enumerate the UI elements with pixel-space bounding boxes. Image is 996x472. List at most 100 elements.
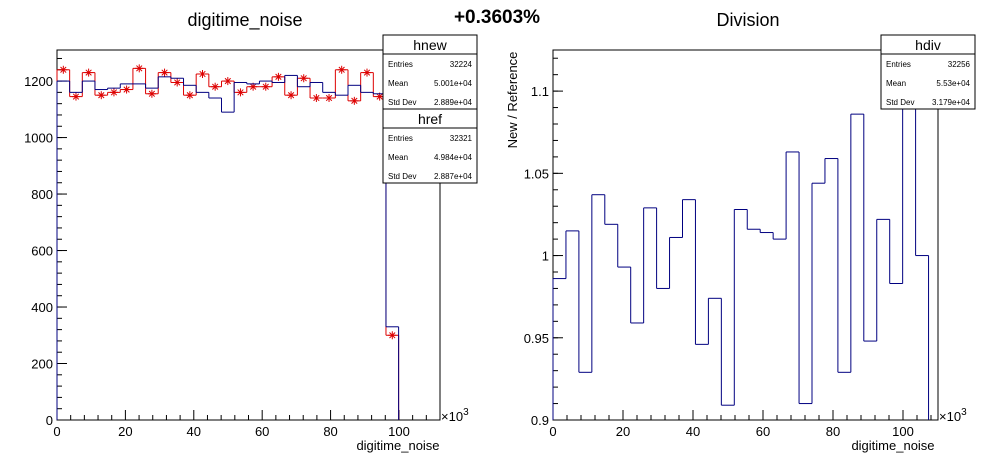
chart-title: digitime_noise — [187, 10, 302, 31]
x-tick-label: 100 — [388, 424, 410, 439]
stats-label: Std Dev — [886, 98, 914, 107]
x-tick-label: 20 — [616, 424, 630, 439]
marker-stroke — [174, 79, 181, 86]
stats-box-frame — [382, 108, 478, 184]
chart-title: Division — [716, 10, 779, 30]
marker-hnew — [337, 65, 346, 74]
stats-value: 3.179e+04 — [932, 98, 971, 107]
marker-stroke — [275, 73, 282, 80]
x-axis-label: digitime_noise — [851, 438, 934, 453]
y-tick-label: 400 — [31, 300, 53, 315]
marker-stroke — [123, 86, 130, 93]
stats-value: 32321 — [450, 134, 473, 143]
stats-label: Mean — [886, 79, 906, 88]
ratio-value: +0.3603% — [454, 7, 540, 28]
x-tick-label: 0 — [549, 424, 556, 439]
x-tick-label: 40 — [187, 424, 201, 439]
x-tick-label: 80 — [826, 424, 840, 439]
marker-stroke — [72, 93, 80, 100]
marker-stroke — [136, 65, 143, 72]
marker-hnew — [185, 91, 194, 100]
marker-hnew — [109, 88, 118, 97]
marker-stroke — [262, 83, 269, 90]
marker-hnew — [59, 65, 68, 74]
plot-frame — [552, 49, 939, 421]
marker-hnew — [71, 92, 80, 101]
stats-box-href: href Entries 32321 Mean 4.984e+04 Std Dev 2.88… — [382, 108, 478, 184]
marker-hnew — [147, 89, 156, 98]
x-multiplier-exponent: 3 — [961, 407, 967, 418]
marker-hnew — [362, 68, 371, 77]
marker-stroke — [389, 332, 396, 339]
stats-value: 4.984e+04 — [434, 153, 473, 162]
marker-hnew — [211, 82, 220, 91]
marker-stroke — [287, 92, 295, 99]
y-axis-label: New / Reference — [505, 52, 520, 149]
stats-box-frame — [880, 34, 976, 110]
stats-label: Entries — [388, 60, 413, 69]
y-tick-label: 1 — [542, 249, 549, 264]
x-tick-label: 40 — [686, 424, 700, 439]
stats-label: Mean — [388, 153, 408, 162]
marker-hnew — [198, 70, 207, 79]
x-tick-label: 100 — [892, 424, 914, 439]
x-multiplier-base: ×10 — [939, 409, 961, 424]
marker-stroke — [249, 83, 257, 90]
y-tick-label: 200 — [31, 357, 53, 372]
stats-box-title: href — [418, 111, 442, 127]
stats-value: 32224 — [450, 60, 473, 69]
series-hdiv — [552, 49, 930, 420]
y-tick-label: 1.1 — [531, 84, 549, 99]
x-axis-label: digitime_noise — [356, 438, 439, 453]
marker-stroke — [224, 77, 231, 85]
stats-value: 5.53e+04 — [936, 79, 970, 88]
marker-stroke — [300, 75, 307, 82]
x-tick-label: 0 — [53, 424, 60, 439]
stats-box-title: hnew — [413, 37, 447, 53]
y-tick-label: 0.95 — [524, 331, 549, 346]
stats-box-title: hdiv — [915, 37, 941, 53]
x-multiplier-base: ×10 — [441, 409, 463, 424]
marker-hnew — [312, 94, 321, 103]
marker-stroke — [110, 89, 118, 96]
marker-hnew — [122, 85, 131, 94]
marker-hnew — [274, 72, 283, 81]
stats-box-hdiv: hdiv Entries 32256 Mean 5.53e+04 Std Dev 3.179… — [880, 34, 976, 110]
stats-value: 32256 — [948, 60, 971, 69]
y-tick-label: 1000 — [24, 131, 53, 146]
marker-stroke — [212, 83, 219, 90]
marker-hnew — [261, 82, 270, 91]
marker-stroke — [98, 92, 105, 99]
stats-label: Entries — [886, 60, 911, 69]
marker-stroke — [60, 66, 67, 73]
y-tick-label: 600 — [31, 244, 53, 259]
marker-stroke — [338, 66, 345, 73]
stats-label: Std Dev — [388, 172, 416, 181]
marker-stroke — [186, 92, 194, 99]
marker-stroke — [376, 93, 383, 100]
stats-label: Std Dev — [388, 98, 416, 107]
marker-stroke — [363, 69, 371, 76]
marker-stroke — [148, 90, 156, 97]
marker-hnew — [299, 74, 308, 83]
stats-label: Mean — [388, 79, 408, 88]
histogram-division: Division 0 20 40 60 80 100 0.9 0.95 1 1.05 1.1 ×103 d… — [505, 10, 976, 453]
x-tick-label: 60 — [756, 424, 770, 439]
marker-hnew — [236, 88, 245, 97]
marker-hnew — [388, 331, 397, 340]
stats-box-frame — [382, 34, 478, 110]
y-tick-label: 1.05 — [524, 166, 549, 181]
marker-hnew — [135, 64, 144, 73]
marker-stroke — [199, 70, 206, 78]
y-tick-label: 0 — [46, 413, 53, 428]
x-tick-label: 20 — [118, 424, 132, 439]
marker-hnew — [160, 68, 169, 77]
marker-stroke — [161, 69, 168, 76]
x-axis-multiplier: ×103 — [939, 407, 967, 424]
marker-hnew — [173, 78, 182, 87]
marker-hnew — [223, 77, 232, 86]
stats-value: 2.889e+04 — [434, 98, 473, 107]
marker-hnew — [84, 68, 93, 77]
